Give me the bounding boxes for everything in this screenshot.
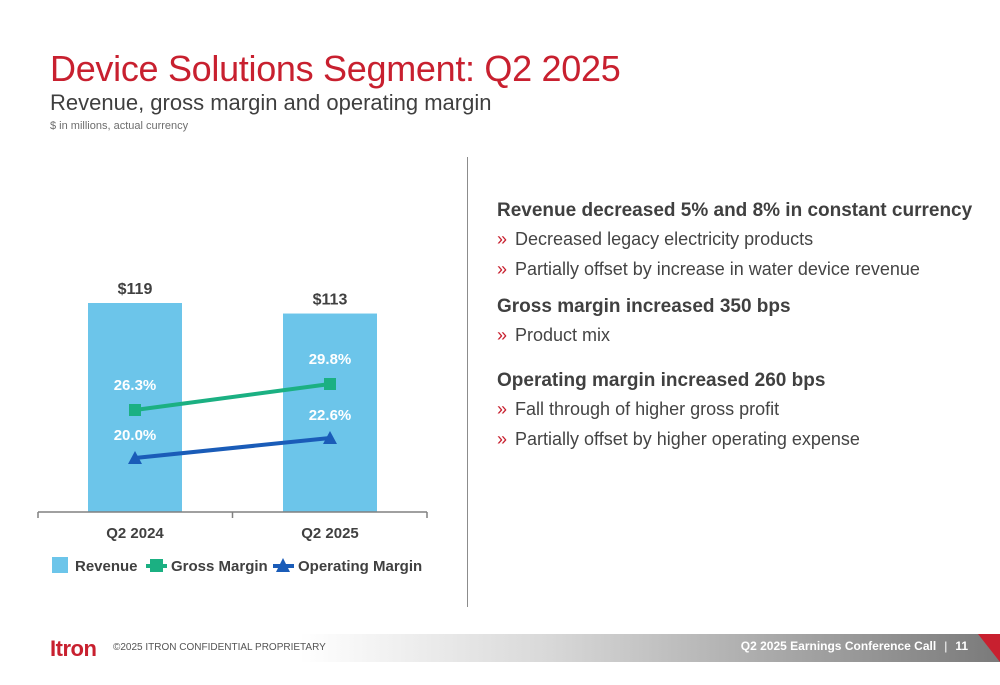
bullet-mark: »	[497, 399, 508, 419]
section-heading: Revenue decreased 5% and 8% in constant …	[497, 200, 973, 221]
operating-margin-marker	[323, 431, 337, 444]
operating-margin-line	[134, 436, 331, 460]
footer-separator: |	[944, 639, 948, 653]
legend-revenue-swatch	[52, 557, 68, 573]
revenue-data-label: $119	[118, 281, 153, 298]
bullet-item: » Partially offset by higher operating ex…	[497, 424, 977, 454]
gross-margin-section: Gross margin increased 350 bps » Product …	[497, 294, 977, 350]
revenue-margin-chart: $119 $113 Q2 2024 Q2 2025 26.3% 29.8% 20.0% 22.…	[37, 281, 428, 575]
operating-margin-section: Operating margin increased 260 bps » Fall…	[497, 368, 977, 454]
units-note: $ in millions, actual currency	[50, 120, 189, 132]
revenue-bar	[283, 313, 377, 512]
bullet-item: » Fall through of higher gross profit	[497, 394, 977, 424]
bullet-text: Decreased legacy electricity products	[515, 229, 814, 249]
operating-margin-data-label: 20.0%	[114, 427, 157, 444]
gross-margin-line	[134, 382, 331, 412]
legend-operating-margin-label: Operating Margin	[298, 558, 422, 575]
bullet-text: Fall through of higher gross profit	[515, 399, 780, 419]
footer-corner-accent	[978, 634, 1000, 662]
divider-line	[467, 157, 468, 607]
legend-gross-margin-swatch	[150, 559, 163, 572]
commentary-panel: Revenue decreased 5% and 8% in constant …	[497, 198, 977, 464]
legend-revenue-label: Revenue	[75, 558, 138, 575]
bullet-text: Partially offset by higher operating exp…	[515, 429, 860, 449]
bullet-mark: »	[497, 429, 508, 449]
operating-margin-data-label: 22.6%	[309, 407, 352, 424]
bullet-mark: »	[497, 229, 508, 249]
revenue-data-label: $113	[313, 292, 348, 309]
section-heading: Operating margin increased 260 bps	[497, 370, 826, 391]
section-heading: Gross margin increased 350 bps	[497, 296, 791, 317]
x-tick-label: Q2 2025	[301, 525, 359, 542]
footer-bar	[300, 634, 1000, 662]
bullet-text: Product mix	[515, 325, 611, 345]
gross-margin-marker	[324, 378, 336, 390]
itron-logo: Itron	[50, 636, 97, 661]
legend-gross-margin-label: Gross Margin	[171, 558, 268, 575]
bullet-text: Partially offset by increase in water de…	[515, 259, 920, 279]
legend-operating-margin-swatch	[276, 558, 290, 572]
page-number: 11	[955, 639, 968, 653]
gross-margin-data-label: 26.3%	[114, 377, 157, 394]
slide-title: Device Solutions Segment: Q2 2025	[50, 48, 621, 89]
bullet-item: » Decreased legacy electricity products	[497, 224, 977, 254]
copyright-text: ©2025 ITRON CONFIDENTIAL PROPRIETARY	[113, 642, 326, 653]
slide-subtitle: Revenue, gross margin and operating marg…	[50, 90, 492, 115]
footer-event-info: Q2 2025 Earnings Conference Call | 11	[741, 639, 968, 653]
bullet-item: » Partially offset by increase in water d…	[497, 254, 977, 284]
operating-margin-marker	[128, 451, 142, 464]
bullet-mark: »	[497, 259, 508, 279]
bullet-mark: »	[497, 325, 508, 345]
bullet-item: » Product mix	[497, 320, 977, 350]
revenue-section: Revenue decreased 5% and 8% in constant …	[497, 198, 977, 284]
gross-margin-data-label: 29.8%	[309, 351, 352, 368]
x-tick-label: Q2 2024	[106, 525, 164, 542]
gross-margin-marker	[129, 404, 141, 416]
event-name: Q2 2025 Earnings Conference Call	[740, 639, 937, 653]
